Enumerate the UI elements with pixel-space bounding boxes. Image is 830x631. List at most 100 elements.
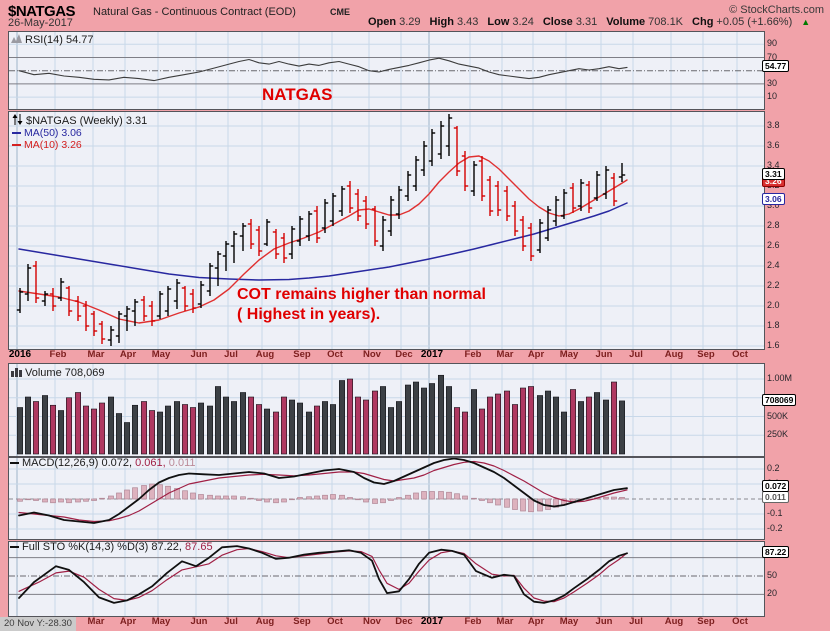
macd-panel	[8, 457, 765, 540]
month-label: Oct	[732, 616, 748, 627]
macd-value-box: 0.072	[762, 480, 790, 492]
axis-tick-label: 3.4	[767, 160, 780, 170]
axis-tick-label: 3.6	[767, 140, 780, 150]
volume-panel	[8, 363, 765, 457]
ma10-legend: MA(10) 3.26	[24, 139, 82, 151]
macd-legend: MACD(12,26,9) 0.072, 0.061, 0.011	[10, 457, 196, 469]
axis-tick-label: 70	[767, 51, 778, 62]
ma50-line-swatch	[12, 132, 21, 135]
month-label: Mar	[496, 616, 514, 627]
macd-line-swatch	[10, 462, 19, 465]
month-label: Aug	[255, 616, 275, 627]
axis-tick-label: 0.2	[767, 463, 780, 473]
month-label: Sep	[697, 616, 715, 627]
cot-annotation-line2: ( Highest in years).	[237, 306, 381, 323]
month-label: Mar	[87, 349, 105, 360]
month-label: Feb	[464, 616, 482, 627]
rsi-legend-text: RSI(14) 54.77	[25, 34, 94, 46]
year-label: 2017	[420, 616, 444, 627]
month-label: Sep	[697, 349, 715, 360]
axis-tick-label: 2.0	[767, 300, 780, 310]
exchange-label: CME	[330, 7, 350, 17]
axis-tick-label: 1.6	[767, 340, 780, 350]
updown-arrows-icon	[12, 114, 23, 125]
month-label: Jul	[629, 349, 643, 360]
month-label: Jun	[595, 349, 613, 360]
up-triangle-icon: ▲	[801, 17, 811, 27]
month-label: Nov	[363, 349, 381, 360]
sto-legend-d: 87.65	[185, 541, 213, 553]
high-value: 3.43	[457, 16, 479, 28]
quote-summary: Open 3.29 High 3.43 Low 3.24 Close 3.31 Volume 70…	[368, 16, 810, 28]
month-label: Jul	[224, 616, 238, 627]
axis-tick-label: 20	[767, 588, 778, 599]
month-label: Apr	[527, 616, 545, 627]
natgas-annotation: NATGAS	[262, 85, 333, 104]
month-label: Oct	[732, 349, 748, 360]
axis-tick-label: 50	[767, 570, 778, 580]
axis-tick-label: 500K	[767, 410, 789, 421]
axis-tick-label: 2.4	[767, 260, 780, 270]
month-label: Jun	[595, 616, 613, 627]
axis-tick-label: 2.2	[767, 280, 780, 290]
month-label: Aug	[664, 616, 684, 627]
sto-legend-main: Full STO %K(14,3) %D(3) 87.22,	[22, 541, 182, 553]
axis-tick-label: 10	[767, 91, 778, 102]
month-label: Feb	[49, 349, 67, 360]
price-legend-title: $NATGAS (Weekly) 3.31	[26, 115, 148, 127]
axis-tick-label: 2.6	[767, 240, 780, 250]
month-label: Nov	[363, 616, 381, 627]
rsi-legend: RSI(14) 54.77	[11, 33, 93, 46]
year-label: 2016	[8, 349, 32, 360]
close-value: 3.31	[575, 16, 598, 28]
month-label: Feb	[464, 349, 482, 360]
rsi-panel	[8, 31, 765, 110]
sto-value-box: 87.22	[762, 546, 790, 558]
chg-value: +0.05 (+1.66%)	[716, 16, 793, 28]
month-label: May	[559, 349, 579, 360]
price-legend: $NATGAS (Weekly) 3.31 MA(50) 3.06 MA(10)…	[12, 114, 147, 151]
axis-tick-label: 3.0	[767, 200, 780, 210]
ma50-value-box: 3.06	[762, 193, 785, 205]
open-value: 3.29	[399, 16, 421, 28]
date-axis-main: 2016 Feb Mar Apr May Jun Jul Aug Sep Oct Nov Dec 201…	[0, 349, 830, 364]
volume-legend: Volume 708,069	[11, 366, 105, 379]
macd-legend-main: MACD(12,26,9) 0.072,	[22, 457, 133, 469]
open-label: Open	[368, 16, 397, 28]
sto-legend: Full STO %K(14,3) %D(3) 87.22, 87.65	[10, 541, 213, 553]
date-axis-bottom: 2016FebMarAprMayJunJulAugSepOctNovDec201…	[0, 616, 830, 631]
axis-tick-label: -0.1	[767, 508, 783, 518]
month-label: Jun	[190, 349, 208, 360]
volume-value-box: 708069	[762, 394, 797, 406]
month-label: Dec	[395, 349, 413, 360]
rsi-value-box: 54.77	[762, 60, 790, 72]
ma10-line-swatch	[12, 144, 21, 147]
month-label: May	[559, 616, 579, 627]
close-label: Close	[542, 16, 573, 28]
chart-date: 26-May-2017	[8, 17, 73, 29]
crosshair-readout: 20 Nov Y:-28.30	[0, 617, 76, 631]
volume-legend-text: Volume 708,069	[25, 367, 105, 379]
month-label: Mar	[87, 616, 105, 627]
axis-tick-label: 30	[767, 77, 778, 88]
axis-tick-label: 3.8	[767, 120, 780, 130]
month-label: May	[151, 616, 171, 627]
month-label: Sep	[293, 349, 311, 360]
month-label: Jun	[190, 616, 208, 627]
month-label: Jul	[629, 616, 643, 627]
month-label: Apr	[527, 349, 545, 360]
axis-tick-label: 1.8	[767, 320, 780, 330]
ticker-symbol: $NATGAS	[8, 3, 76, 20]
year-label: 2017	[420, 349, 444, 360]
volume-value: 708.1K	[648, 16, 684, 28]
volume-label: Volume	[606, 16, 646, 28]
month-label: Apr	[119, 349, 137, 360]
month-label: Aug	[255, 349, 275, 360]
axis-tick-label: 2.8	[767, 220, 780, 230]
macd-hist-value-box: 0.011	[762, 491, 789, 503]
indicator-zigzag-icon	[11, 34, 22, 43]
month-label: Dec	[395, 616, 413, 627]
month-label: Mar	[496, 349, 514, 360]
month-label: Sep	[293, 616, 311, 627]
sto-line-swatch	[10, 546, 19, 549]
